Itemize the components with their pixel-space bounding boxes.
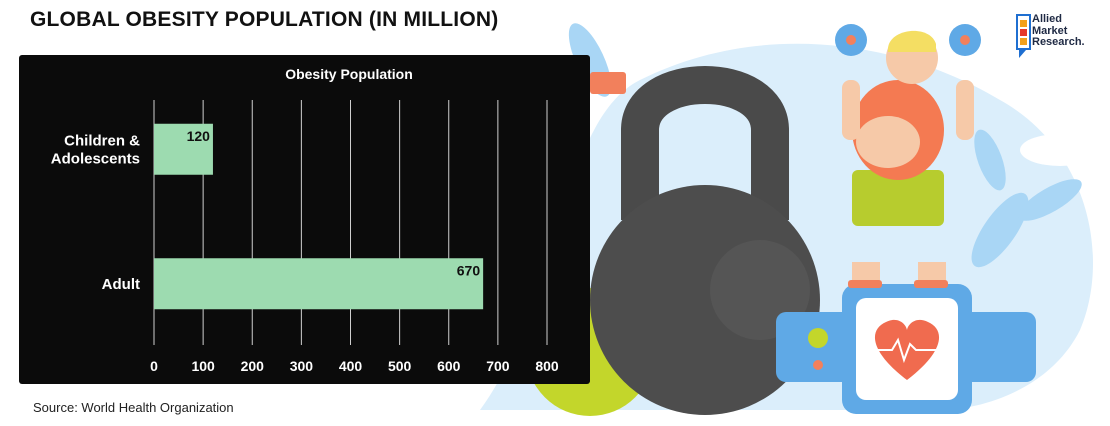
x-tick-label: 200 [241,358,265,374]
bar [154,123,213,175]
kettlebell-icon [590,66,820,415]
chart-title: Obesity Population [285,66,413,82]
category-label: Children & [64,132,140,149]
brand-line: Allied [1032,13,1062,25]
brand-line: Research. [1032,36,1085,48]
page-title: GLOBAL OBESITY POPULATION (IN MILLION) [30,8,499,31]
category-label: Adult [102,276,140,293]
brand-line: Market [1032,24,1068,37]
x-tick-label: 700 [486,358,510,374]
brand-logo-icon [1016,14,1031,58]
x-tick-label: 800 [535,358,559,374]
x-tick-label: 600 [437,358,461,374]
x-tick-label: 400 [339,358,363,374]
chart-panel: Obesity Population 120 670 Children & Adol… [19,55,590,384]
category-labels: Children &Adolescents Adult [51,132,140,293]
dumbbell-piece [590,72,626,94]
bars: 120 670 [154,123,484,310]
smartwatch-icon [776,284,1036,414]
bar-value-label: 670 [457,262,481,278]
obesity-bar-chart: Obesity Population 120 670 Children &Adol… [51,66,559,374]
category-label: Adolescents [51,150,140,167]
x-tick-label: 300 [290,358,314,374]
x-tick-label: 0 [150,358,158,374]
source-note: Source: World Health Organization [33,400,234,415]
x-tick-label: 100 [191,358,215,374]
x-tick-label: 500 [388,358,412,374]
brand-name: Allied Market Research. [1032,13,1085,49]
cloud-icon [645,8,755,52]
bar-value-label: 120 [187,128,211,144]
person-lifting-icon [835,24,981,288]
brand-logo: Allied Market Research. [1016,13,1098,64]
cloud-icon [1020,134,1100,166]
x-tick-labels: 0 100 200 300 400 500 600 700 800 [150,358,559,374]
bar [154,258,484,310]
